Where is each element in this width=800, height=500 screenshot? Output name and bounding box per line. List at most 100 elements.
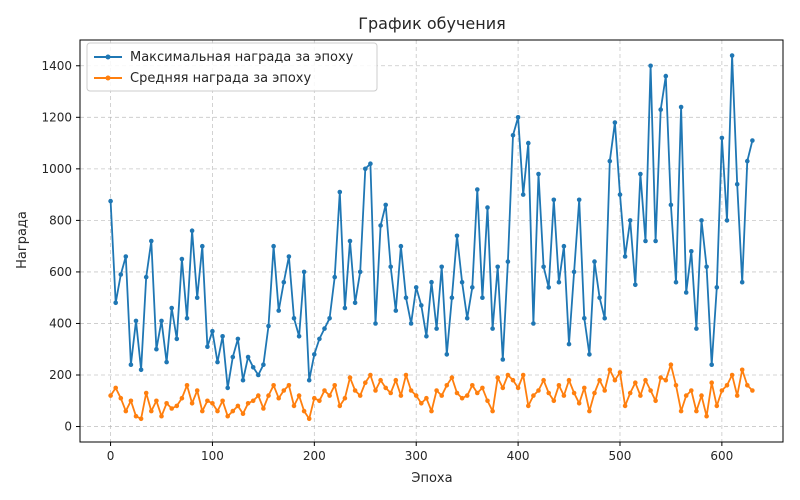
series-0-point xyxy=(622,254,628,259)
y-tick-label: 800 xyxy=(49,213,72,227)
y-tick-label: 1400 xyxy=(41,59,72,73)
series-0-point xyxy=(255,372,261,378)
series-1-point xyxy=(378,377,383,383)
series-0-point xyxy=(225,385,230,391)
series-1-point xyxy=(398,393,404,398)
series-0-point xyxy=(393,308,399,313)
legend-marker-avg xyxy=(105,75,111,81)
series-1-point xyxy=(704,413,709,419)
series-0-point xyxy=(357,269,363,275)
series-1-point xyxy=(668,362,674,368)
series-0-point xyxy=(745,158,750,164)
series-1-point xyxy=(159,413,164,419)
series-1-point xyxy=(475,390,480,396)
series-1-point xyxy=(383,385,389,391)
series-1-point xyxy=(261,406,266,411)
series-0-point xyxy=(510,133,516,138)
series-0-point xyxy=(617,192,623,197)
series-0-point xyxy=(633,282,638,288)
series-1-point xyxy=(179,395,185,401)
series-0-point xyxy=(541,264,546,270)
series-0-point xyxy=(678,104,684,110)
series-0-point xyxy=(689,249,694,254)
series-1-point xyxy=(439,393,445,398)
series-0-point xyxy=(184,316,190,321)
series-0-point xyxy=(683,290,689,295)
series-0-point xyxy=(704,264,709,270)
series-layer xyxy=(108,53,755,422)
series-0-point xyxy=(475,187,480,192)
series-0-point xyxy=(480,295,485,301)
series-1-point xyxy=(322,388,327,393)
series-0-point xyxy=(296,334,302,339)
series-1-point xyxy=(556,383,562,388)
series-1-point xyxy=(673,383,679,388)
series-0-point xyxy=(373,321,378,326)
series-1-point xyxy=(607,367,613,373)
series-1-point xyxy=(393,377,399,383)
series-1-point xyxy=(363,380,368,386)
series-1-point xyxy=(368,372,373,378)
series-0-point xyxy=(531,321,536,326)
series-0-point xyxy=(133,318,139,324)
series-1-point xyxy=(566,377,572,383)
series-1-point xyxy=(205,398,210,404)
series-1-point xyxy=(683,393,689,398)
series-1-point xyxy=(154,398,159,404)
series-0-point xyxy=(408,321,414,326)
series-1-point xyxy=(571,390,577,396)
series-1-point xyxy=(597,377,602,383)
series-0-point xyxy=(118,272,124,277)
series-0-point xyxy=(643,238,648,244)
series-1-point xyxy=(312,395,317,401)
series-1-point xyxy=(709,380,714,386)
series-0-point xyxy=(546,285,551,290)
series-0-point xyxy=(291,316,297,321)
series-0-point xyxy=(602,316,607,321)
series-1-point xyxy=(531,393,536,398)
series-1-point xyxy=(454,390,460,396)
series-1-point xyxy=(520,372,526,378)
series-0-point xyxy=(470,285,475,290)
series-line-0 xyxy=(109,54,754,389)
series-1-point xyxy=(189,401,195,406)
series-0-point xyxy=(240,377,246,383)
x-tick-label: 0 xyxy=(107,449,115,463)
series-0-point xyxy=(729,53,735,58)
series-1-point xyxy=(485,398,490,404)
series-0-point xyxy=(322,326,327,331)
series-0-point xyxy=(138,367,144,373)
series-0-point xyxy=(668,202,674,208)
series-0-point xyxy=(536,171,541,177)
series-1-point xyxy=(627,390,633,396)
series-0-point xyxy=(383,202,389,208)
series-1-point xyxy=(434,388,439,393)
series-1-point xyxy=(174,403,180,409)
series-0-point xyxy=(403,295,409,301)
series-0-point xyxy=(363,166,368,172)
series-0-point xyxy=(449,295,455,301)
series-0-point xyxy=(429,279,434,285)
grid xyxy=(80,40,783,442)
series-1-point xyxy=(332,383,338,388)
series-0-point xyxy=(515,115,521,120)
series-0-point xyxy=(495,264,501,270)
series-0-point xyxy=(205,344,210,350)
series-0-point xyxy=(663,73,669,79)
series-0-point xyxy=(266,323,271,329)
x-tick-label: 100 xyxy=(201,449,224,463)
series-0-point xyxy=(500,357,506,362)
series-1-point xyxy=(164,401,169,406)
series-1-point xyxy=(342,395,348,401)
series-1-point xyxy=(505,372,511,378)
series-0-point xyxy=(505,259,511,264)
ticks: 0 100 200 300 400 500 600 0 200 400 600 800 1000 1200… xyxy=(41,59,733,463)
series-0-point xyxy=(327,316,332,321)
series-0-point xyxy=(154,346,159,352)
y-tick-label: 600 xyxy=(49,265,72,279)
series-0-point xyxy=(750,138,755,143)
series-0-point xyxy=(556,279,562,285)
series-1-point xyxy=(138,416,144,422)
series-0-point xyxy=(281,279,287,285)
series-0-point xyxy=(582,316,587,321)
